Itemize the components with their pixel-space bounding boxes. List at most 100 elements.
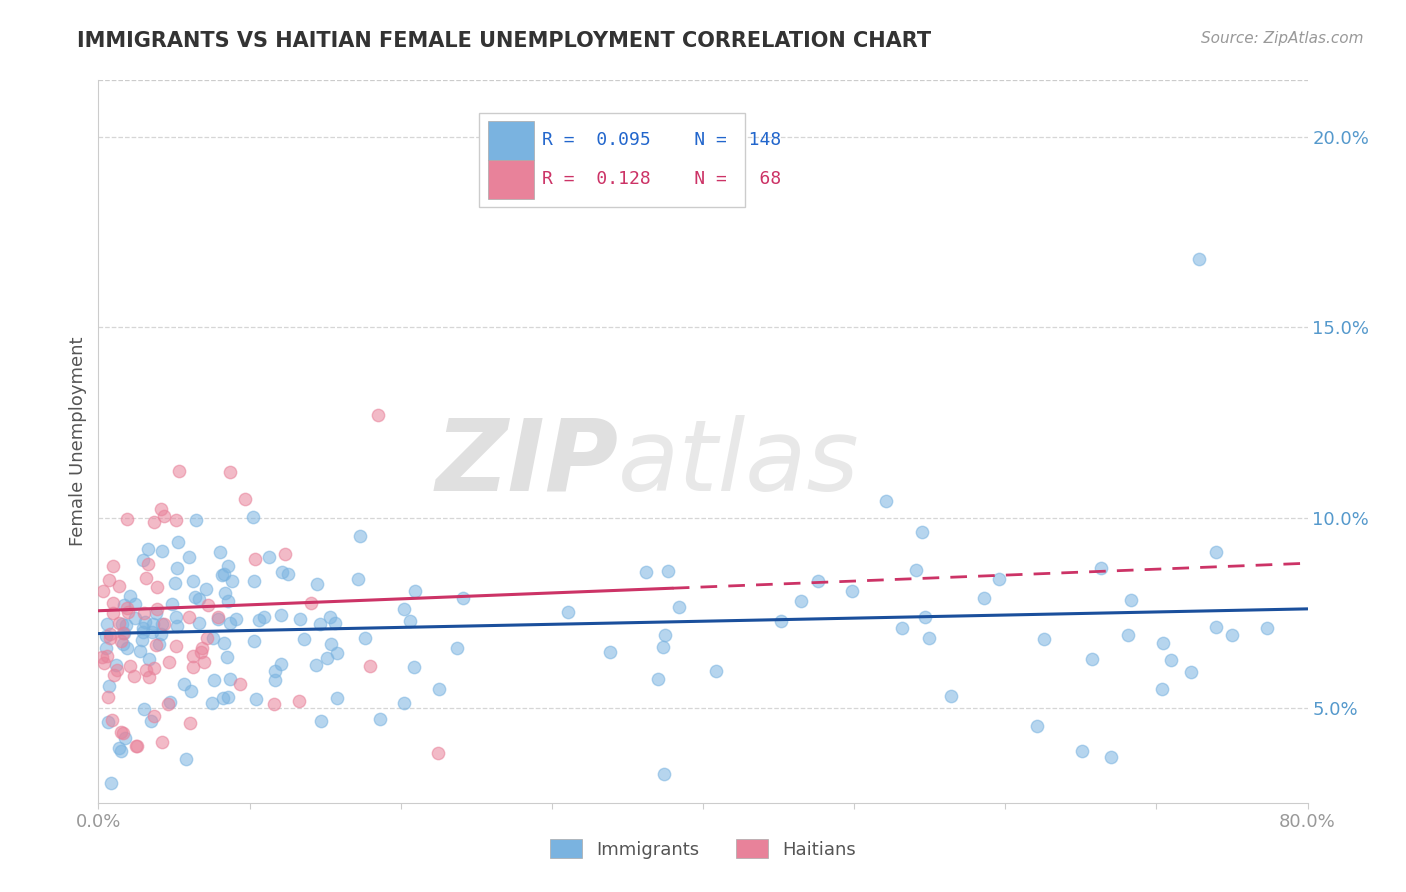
Point — [132, 624, 155, 639]
Point — [228, 677, 250, 691]
Point — [668, 599, 690, 614]
Point — [193, 655, 215, 669]
Point — [94, 641, 117, 656]
Point — [138, 652, 160, 666]
Point — [117, 606, 139, 620]
Point — [252, 610, 274, 624]
Point — [124, 597, 146, 611]
Point — [177, 609, 200, 624]
Point — [368, 712, 391, 726]
Point — [100, 776, 122, 790]
Point — [290, 612, 312, 626]
Point — [143, 709, 166, 723]
Point — [890, 621, 912, 635]
Point — [309, 714, 332, 728]
Point — [353, 632, 375, 646]
Point — [165, 639, 187, 653]
Point — [270, 657, 292, 671]
Text: Source: ZipAtlas.com: Source: ZipAtlas.com — [1201, 31, 1364, 46]
Point — [657, 565, 679, 579]
Point — [288, 694, 311, 708]
Point — [1188, 252, 1211, 266]
Point — [138, 542, 160, 557]
Point — [392, 601, 415, 615]
Point — [149, 502, 172, 516]
Point — [218, 465, 240, 479]
Point — [257, 550, 280, 565]
Point — [98, 627, 121, 641]
Point — [98, 574, 121, 588]
Point — [207, 610, 229, 624]
Point — [107, 578, 129, 592]
Point — [212, 567, 235, 582]
Point — [270, 607, 292, 622]
Point — [225, 612, 247, 626]
Point — [101, 714, 124, 728]
Point — [112, 598, 135, 612]
Point — [212, 636, 235, 650]
Point — [1099, 750, 1122, 764]
Point — [243, 633, 266, 648]
Point — [446, 641, 468, 656]
Point — [305, 658, 328, 673]
Point — [157, 698, 180, 712]
Point — [148, 637, 170, 651]
Point — [323, 615, 346, 630]
Point — [129, 644, 152, 658]
Point — [319, 637, 342, 651]
Point — [150, 735, 173, 749]
Point — [1090, 561, 1112, 575]
Point — [145, 580, 167, 594]
Point — [135, 571, 157, 585]
Point — [101, 596, 124, 610]
Point — [103, 558, 125, 573]
Point — [124, 611, 146, 625]
Point — [135, 663, 157, 677]
Point — [211, 567, 233, 582]
Point — [138, 670, 160, 684]
Point — [1121, 593, 1143, 607]
Point — [117, 641, 139, 656]
Point — [1032, 632, 1054, 646]
Point — [118, 590, 141, 604]
Point — [271, 565, 294, 579]
Point — [221, 574, 243, 588]
Point — [319, 610, 342, 624]
Point — [139, 714, 162, 729]
Point — [367, 408, 389, 422]
Point — [264, 664, 287, 678]
Point — [557, 605, 579, 619]
Point — [218, 673, 240, 687]
Point — [1152, 636, 1174, 650]
Point — [188, 616, 211, 631]
Point — [1152, 682, 1174, 697]
Point — [277, 566, 299, 581]
Point — [181, 659, 204, 673]
Point — [176, 752, 198, 766]
Point — [125, 739, 148, 753]
Point — [875, 494, 897, 508]
Point — [149, 627, 172, 641]
Point — [1256, 621, 1278, 635]
Point — [114, 731, 136, 745]
Point — [427, 681, 450, 696]
Point — [214, 586, 236, 600]
Point — [243, 574, 266, 589]
FancyBboxPatch shape — [488, 160, 534, 199]
Point — [108, 740, 131, 755]
Point — [346, 572, 368, 586]
Point — [1081, 651, 1104, 665]
Point — [349, 529, 371, 543]
Point — [292, 632, 315, 646]
Point — [110, 633, 132, 648]
Point — [90, 650, 112, 665]
Point — [115, 601, 138, 615]
Point — [160, 597, 183, 611]
Text: ZIP: ZIP — [436, 415, 619, 512]
Point — [399, 614, 422, 628]
Point — [263, 697, 285, 711]
Point — [131, 633, 153, 648]
Point — [911, 525, 934, 540]
Point — [115, 617, 138, 632]
Point — [103, 606, 125, 620]
